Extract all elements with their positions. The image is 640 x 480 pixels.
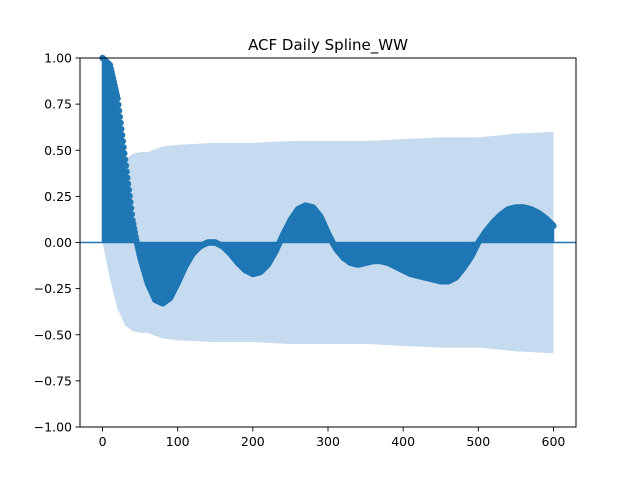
- x-tick-label: 200: [241, 434, 265, 449]
- acf-point: [128, 211, 136, 218]
- acf-point: [115, 101, 122, 108]
- acf-point: [126, 192, 133, 200]
- acf-point: [119, 138, 127, 145]
- acf-point: [121, 156, 129, 163]
- plot-area: [80, 54, 576, 354]
- chart-title: ACF Daily Spline_WW: [248, 36, 408, 55]
- acf-point: [118, 131, 126, 139]
- y-tick-label: −1.00: [34, 420, 72, 435]
- y-tick-label: 0.50: [44, 143, 72, 158]
- acf-point: [118, 125, 125, 133]
- y-tick-label: 0.75: [44, 97, 72, 112]
- acf-point: [127, 198, 134, 206]
- acf-point: [125, 186, 133, 194]
- y-tick-label: 0.00: [44, 235, 72, 250]
- y-tick-label: 1.00: [44, 51, 72, 66]
- acf-point: [127, 204, 135, 212]
- x-tick-label: 500: [466, 434, 490, 449]
- acf-point: [117, 119, 124, 127]
- x-tick-label: 100: [166, 434, 190, 449]
- y-tick-label: −0.75: [34, 373, 72, 388]
- acf-point: [550, 222, 557, 230]
- y-tick-label: −0.50: [34, 327, 72, 342]
- acf-point: [121, 150, 128, 157]
- acf-point: [116, 113, 124, 121]
- y-tick-label: −0.25: [34, 281, 72, 296]
- acf-point: [124, 180, 132, 188]
- y-tick-label: 0.25: [44, 189, 72, 204]
- x-tick-label: 400: [391, 434, 415, 449]
- y-axis: −1.00 −0.75 −0.50 −0.25 0.00 0.25 0.50 0.75 1.00: [34, 51, 80, 435]
- x-tick-label: 600: [542, 434, 566, 449]
- acf-point: [114, 95, 121, 102]
- x-tick-label: 0: [99, 434, 107, 449]
- x-axis: 0 100 200 300 400 500 600: [99, 427, 566, 449]
- acf-point: [124, 174, 131, 181]
- acf-point: [122, 162, 130, 169]
- acf-point: [115, 107, 123, 114]
- x-tick-label: 300: [316, 434, 340, 449]
- acf-markers: [99, 54, 557, 307]
- acf-point: [123, 168, 130, 175]
- acf-point: [120, 144, 127, 151]
